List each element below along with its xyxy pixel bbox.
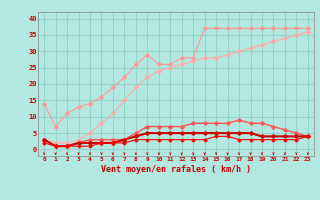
X-axis label: Vent moyen/en rafales ( km/h ): Vent moyen/en rafales ( km/h ) [101,165,251,174]
